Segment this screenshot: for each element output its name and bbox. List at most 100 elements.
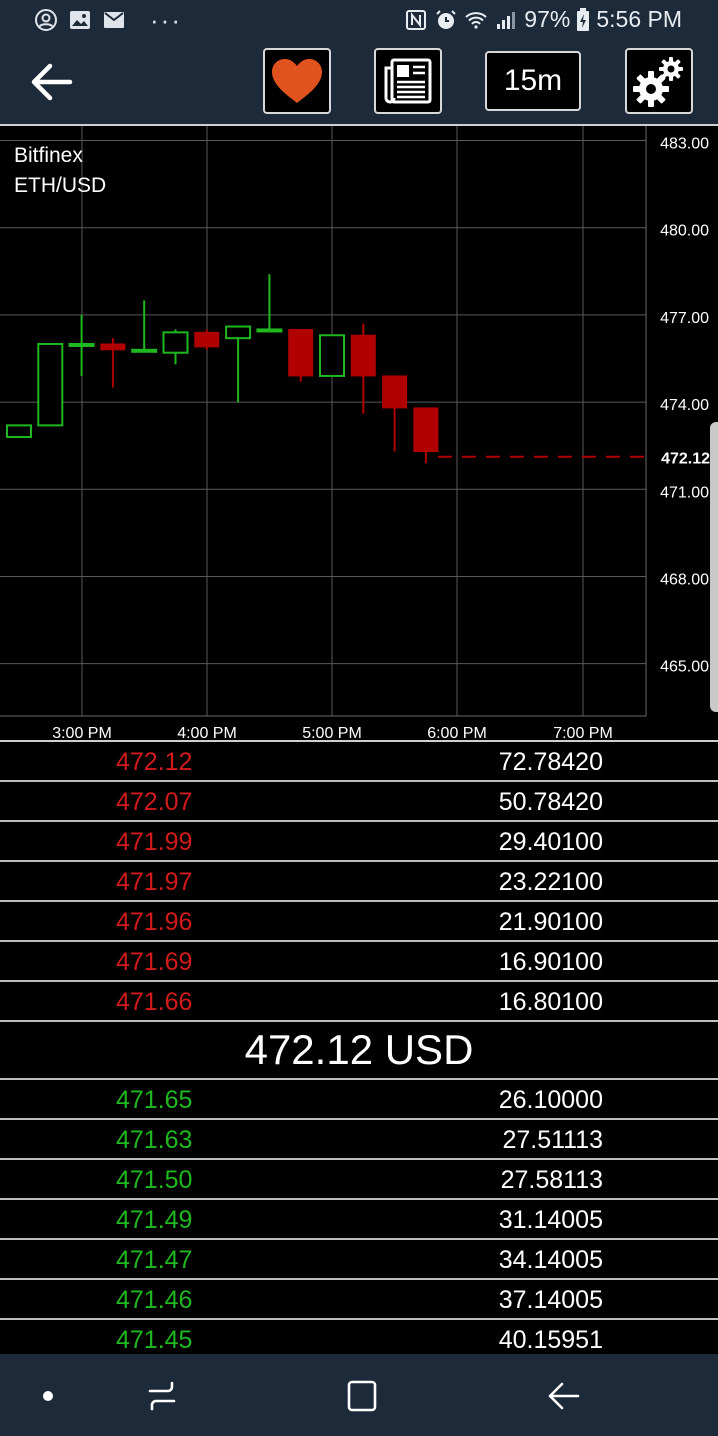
account-circle-icon [35, 9, 57, 31]
x-tick-label: 5:00 PM [302, 725, 362, 742]
more-notifications: ··· [150, 5, 182, 35]
candle-body [131, 348, 158, 353]
y-tick-label: 480.00 [660, 223, 709, 240]
bid-amount: 31.14005 [498, 1206, 603, 1234]
nfc-icon [406, 9, 427, 30]
alarm-icon [436, 9, 457, 29]
ask-price: 471.97 [116, 868, 193, 896]
bid-amount: 34.14005 [498, 1246, 603, 1274]
ask-row: 472.12 72.78420 [0, 742, 718, 782]
y-tick-label: 465.00 [660, 659, 709, 676]
ask-row: 471.69 16.90100 [0, 942, 718, 982]
wifi-icon [465, 11, 487, 29]
gmail-icon [104, 12, 124, 28]
timeframe-button[interactable]: 15m [485, 51, 581, 111]
ask-price: 471.99 [116, 828, 193, 856]
notification-icons: ··· [34, 5, 182, 35]
candle-body [288, 328, 314, 377]
ask-amount: 16.80100 [498, 988, 603, 1016]
gallery-icon [70, 11, 90, 29]
ask-amount: 50.78420 [498, 788, 603, 816]
candle-body [225, 325, 252, 340]
system-status: 97% 5:56 PM [404, 6, 682, 33]
x-tick-label: 7:00 PM [553, 725, 613, 742]
bid-price: 471.49 [116, 1206, 193, 1234]
battery-icon [577, 7, 590, 31]
candle-body [37, 342, 64, 427]
bid-row: 471.65 26.10000 [0, 1080, 718, 1120]
gears-icon [633, 57, 683, 107]
bid-price: 471.50 [116, 1166, 193, 1194]
ask-amount: 72.78420 [498, 748, 603, 776]
bid-amount: 40.15951 [498, 1326, 603, 1354]
ask-amount: 29.40100 [498, 828, 603, 856]
system-nav-bar [0, 1354, 718, 1436]
y-tick-label: 483.00 [660, 136, 709, 153]
ask-price: 472.12 [116, 748, 193, 776]
bid-row: 471.50 27.58113 [0, 1160, 718, 1200]
back-arrow-icon [31, 63, 73, 101]
clock: 5:56 PM [596, 6, 682, 32]
status-bar: ··· 97% 5:56 PM [0, 0, 718, 42]
ask-price: 471.66 [116, 988, 193, 1016]
back-icon[interactable] [544, 1378, 584, 1414]
candle-body [256, 328, 283, 333]
y-tick-label: 474.00 [660, 397, 709, 414]
exchange-label: Bitfinex [14, 144, 83, 167]
bid-row: 471.49 31.14005 [0, 1200, 718, 1240]
last-price: 472.12 USD [0, 1020, 718, 1080]
order-book: 472.12 72.78420 472.07 50.78420 471.99 2… [0, 740, 718, 1354]
dot-icon[interactable] [28, 1378, 68, 1414]
chart-scroll-handle[interactable] [710, 422, 718, 712]
battery-percent: 97% [524, 6, 571, 32]
candle-body [6, 424, 32, 438]
news-button[interactable] [374, 48, 442, 114]
price-chart[interactable]: 483.00 480.00 477.00 474.00 471.00 468.00 465.… [0, 124, 718, 742]
candle-body [68, 342, 95, 347]
x-tick-label: 4:00 PM [177, 725, 237, 742]
ask-row: 471.97 23.22100 [0, 862, 718, 902]
bid-price: 471.65 [116, 1086, 193, 1114]
candle-body [100, 343, 126, 351]
favorite-button[interactable] [263, 48, 331, 114]
back-button[interactable] [28, 60, 76, 104]
newspaper-icon [384, 58, 432, 104]
candle-body [350, 334, 376, 377]
ask-price: 471.96 [116, 908, 193, 936]
heart-icon [272, 59, 322, 103]
bid-price: 471.45 [116, 1326, 193, 1354]
candle-body [382, 375, 408, 409]
last-price-label: 472.12 [661, 451, 710, 468]
ask-row: 472.07 50.78420 [0, 782, 718, 822]
x-tick-label: 3:00 PM [52, 725, 112, 742]
ask-price: 472.07 [116, 788, 193, 816]
candle-body [194, 331, 220, 348]
toolbar: 15m [0, 42, 718, 124]
x-tick-label: 6:00 PM [427, 725, 487, 742]
ask-amount: 16.90100 [498, 948, 603, 976]
recent-apps-icon[interactable] [142, 1378, 182, 1414]
bid-amount: 26.10000 [498, 1086, 603, 1114]
ask-price: 471.69 [116, 948, 193, 976]
bid-row: 471.47 34.14005 [0, 1240, 718, 1280]
bid-row: 471.63 27.51113 [0, 1120, 718, 1160]
candle-body [162, 331, 189, 354]
ask-row: 471.96 21.90100 [0, 902, 718, 942]
ask-amount: 21.90100 [498, 908, 603, 936]
candle-body [413, 407, 439, 453]
bid-row: 471.45 40.15951 [0, 1320, 718, 1360]
signal-icon [497, 11, 516, 29]
y-tick-label: 468.00 [660, 571, 709, 588]
candle-body [319, 334, 345, 377]
ask-row: 471.99 29.40100 [0, 822, 718, 862]
ask-row: 471.66 16.80100 [0, 982, 718, 1022]
bid-price: 471.63 [116, 1126, 193, 1154]
settings-button[interactable] [625, 48, 693, 114]
bid-price: 471.47 [116, 1246, 193, 1274]
y-tick-label: 477.00 [660, 310, 709, 327]
bid-row: 471.46 37.14005 [0, 1280, 718, 1320]
candlestick-chart: 483.00 480.00 477.00 474.00 471.00 468.00 465.… [0, 126, 710, 742]
bid-price: 471.46 [116, 1286, 193, 1314]
home-icon[interactable] [342, 1378, 382, 1414]
ask-amount: 23.22100 [498, 868, 603, 896]
